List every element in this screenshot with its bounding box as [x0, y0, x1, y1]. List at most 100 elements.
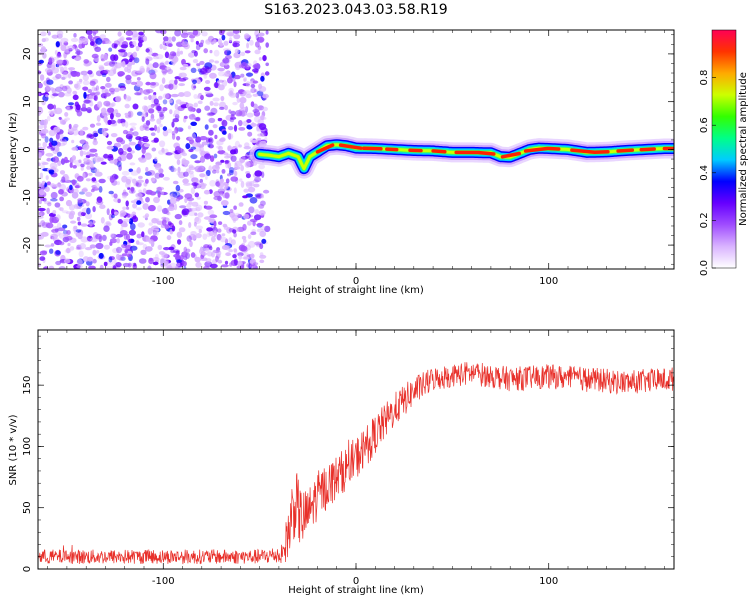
spectrogram-cell [224, 104, 229, 111]
spectrogram-cell [118, 37, 124, 41]
spectrogram-x-label: Height of straight line (km) [288, 285, 424, 296]
spectrogram-cell [58, 241, 65, 246]
spectrogram-cell [99, 204, 106, 209]
spectrogram-cell [142, 203, 149, 210]
spectrogram-cell [85, 201, 90, 207]
spectrogram-cell [38, 189, 45, 196]
spectrogram-cell [163, 247, 170, 251]
spectrogram-cell [73, 33, 77, 38]
spectrogram-cell [195, 233, 202, 239]
spectrogram-cell [118, 40, 122, 47]
spectrogram-cell [73, 83, 79, 89]
spectrogram-cell [152, 62, 159, 69]
spectrogram-cell [145, 178, 149, 184]
spectrogram-cell [113, 158, 120, 166]
spectrogram-cell [86, 107, 92, 114]
spectrogram-cell [171, 36, 176, 42]
spectrogram-cell [45, 94, 49, 98]
spectrogram-cell [235, 92, 240, 99]
spectrogram-cell [172, 249, 180, 254]
spectrogram-cell [149, 72, 157, 80]
spectrogram-cell [190, 252, 196, 258]
spectrogram-cell [246, 262, 253, 268]
spectrogram-cell [254, 30, 259, 37]
spectrogram-cell [219, 236, 227, 243]
spectrogram-cell [260, 131, 267, 137]
spectrogram-cell [254, 176, 262, 183]
spectrogram-cell [217, 228, 222, 233]
spectrogram-cell [167, 68, 174, 75]
spectrogram-cell [116, 181, 121, 186]
spectrogram-cell [209, 246, 213, 251]
spectrogram-cell [176, 262, 181, 266]
spectrogram-cell [233, 232, 237, 238]
spectrogram-cell [55, 133, 61, 140]
spectrogram-cell [202, 233, 208, 240]
spectrogram-cell [84, 212, 93, 220]
spectrogram-cell [151, 217, 158, 224]
spectrogram-cell [171, 225, 176, 232]
spectrogram-cell [116, 266, 120, 269]
spectrogram-cell [209, 72, 217, 79]
spectrogram-cell [255, 34, 260, 41]
spectrogram-cell [71, 73, 77, 78]
spectrogram-cell [162, 99, 168, 105]
spectrogram-cell [71, 139, 75, 144]
spectrogram-cell [265, 62, 270, 67]
spectrogram-cell [247, 131, 253, 137]
spectrogram-cell [161, 77, 166, 84]
spectrogram-cell [55, 73, 62, 79]
spectrogram-cell [57, 227, 66, 232]
spectrogram-cell [60, 44, 67, 52]
spectrogram-cell [98, 178, 106, 184]
spectrogram-cell [258, 123, 267, 131]
spectrogram-cell [111, 111, 115, 118]
spectrogram-cell [186, 235, 192, 242]
spectrogram-cell [224, 50, 228, 56]
spectrogram-cell [193, 50, 198, 57]
spectrogram-cell [118, 87, 126, 92]
spectrogram-cell [245, 81, 251, 88]
spectrogram-cell [243, 78, 247, 83]
spectrogram-cell [141, 147, 146, 154]
spectrogram-cell [116, 246, 122, 254]
spectrogram-cell [39, 74, 45, 81]
spectrogram-cell [78, 250, 84, 258]
spectrogram-cell [144, 246, 153, 252]
spectrogram-cell [154, 156, 158, 162]
spectrogram-cell [183, 246, 188, 253]
spectrogram-cell [121, 175, 128, 183]
spectrogram-cell [265, 42, 270, 48]
spectrogram-cell [162, 40, 166, 46]
spectrogram-cell [194, 216, 200, 222]
spectrogram-cell [50, 183, 56, 188]
spectrogram-cell [55, 59, 64, 64]
x-tick-label: 0 [353, 576, 359, 587]
spectrogram-cell [41, 250, 48, 254]
spectrogram-cell [178, 83, 185, 87]
spectrogram-cell [101, 128, 106, 135]
spectrogram-cell [176, 231, 183, 238]
spectrogram-cell [38, 211, 45, 217]
spectrogram-cell [170, 250, 176, 254]
spectrogram-cell [250, 87, 257, 94]
spectrogram-y-ticks: -20 -10 0 10 20 [22, 34, 674, 265]
spectrogram-cell [66, 105, 70, 110]
spectrogram-cell [86, 207, 91, 215]
spectrogram-cell [171, 60, 177, 65]
colorbar: 0.0 0.2 0.4 0.6 0.8 Normalized spectral ampl… [699, 29, 749, 276]
spectrogram-cell [89, 244, 97, 249]
spectrogram-cell [83, 91, 87, 99]
spectrogram-cell [100, 86, 106, 90]
spectrogram-cell [38, 207, 46, 212]
spectrogram-cell [54, 50, 58, 55]
spectrogram-cell [242, 223, 247, 231]
spectrogram-cell [182, 63, 189, 68]
spectrogram-cell [208, 129, 214, 136]
spectrogram-cell [155, 54, 164, 60]
spectrogram-cell [108, 61, 116, 67]
spectrogram-cell [230, 149, 237, 155]
spectrogram-cell [65, 199, 73, 207]
spectrogram-cell [130, 170, 139, 176]
spectrogram-cell [147, 170, 156, 176]
